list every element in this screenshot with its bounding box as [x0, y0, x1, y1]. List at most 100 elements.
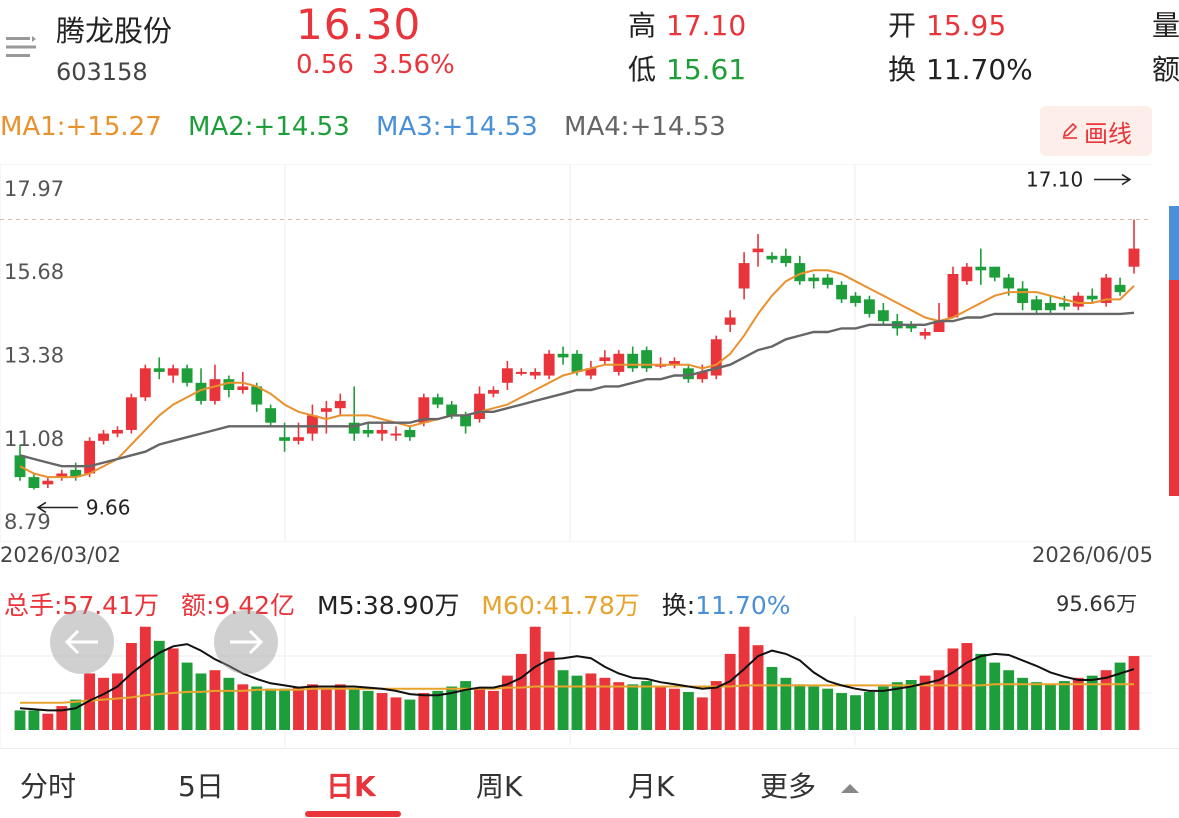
candle-body: [585, 368, 597, 376]
candle: [56, 469, 68, 481]
volume-bar: [181, 662, 193, 730]
candle: [752, 234, 764, 267]
volume-bar: [167, 648, 179, 730]
volume-bar: [571, 675, 583, 730]
volume-bar: [1058, 681, 1070, 730]
candle: [738, 252, 750, 300]
pencil-icon: [1062, 122, 1078, 139]
volume-bar: [460, 681, 472, 730]
candle: [125, 393, 137, 434]
volume-bar: [724, 653, 736, 730]
volume-bar: [822, 688, 834, 730]
volume-bar: [766, 666, 778, 730]
total-volume: 总手:57.41万: [4, 591, 159, 620]
volume-bar: [306, 684, 318, 730]
tab-daily-k[interactable]: 日K: [326, 770, 376, 803]
candle: [1072, 292, 1084, 311]
volume-chart[interactable]: [0, 616, 1179, 746]
vol-turnover-label: 换:: [661, 591, 696, 620]
turnover-label: 换: [888, 53, 917, 86]
candle-body: [710, 339, 722, 376]
tab-monthly-k[interactable]: 月K: [628, 770, 675, 803]
candle-body: [724, 317, 736, 325]
y-tick-label: 13.38: [4, 344, 64, 368]
stock-name: 腾龙股份: [56, 14, 173, 48]
candle-body: [293, 437, 304, 441]
candle: [1114, 277, 1126, 296]
candle-body: [390, 433, 402, 436]
volume-bar: [265, 688, 277, 730]
volume-bar: [710, 681, 722, 730]
candle: [863, 295, 875, 318]
candle: [627, 346, 639, 372]
candle-body: [515, 371, 527, 374]
tab-weekly-k[interactable]: 周K: [476, 770, 523, 803]
volume-bar: [877, 686, 889, 730]
candle-body: [501, 368, 513, 383]
candle-body: [682, 368, 694, 380]
candle-body: [98, 433, 109, 441]
volume-bar: [223, 677, 235, 730]
volume-bar: [1086, 675, 1098, 730]
volume-bar: [863, 691, 875, 730]
volume-bar: [919, 675, 931, 730]
kline-chart[interactable]: 17.97 15.68 13.38 11.08 8.79 17.10 9.66: [0, 164, 1179, 542]
candle: [348, 386, 360, 441]
candle-body: [989, 266, 1001, 278]
candle: [1017, 281, 1029, 311]
volume-bar: [501, 675, 513, 730]
volume-bar: [891, 682, 903, 730]
volume-bar: [515, 653, 527, 730]
ma1-legend: MA1:+15.27: [0, 112, 162, 142]
draw-line-button[interactable]: 画线: [1040, 106, 1152, 156]
candle-body: [28, 477, 40, 488]
volume-bar: [125, 643, 137, 730]
candle: [501, 361, 513, 391]
current-price: 16.30: [296, 0, 422, 49]
candle: [251, 382, 263, 412]
candle-body: [905, 324, 917, 329]
candle-body: [975, 266, 987, 271]
ma4-legend: MA4:+14.53: [564, 112, 726, 142]
candle: [404, 426, 416, 441]
menu-icon[interactable]: [4, 34, 38, 60]
candle: [376, 422, 388, 441]
volume-bar: [279, 688, 291, 730]
candle-body: [877, 310, 889, 322]
tab-more[interactable]: 更多: [760, 765, 861, 805]
m60-line: [20, 683, 1134, 704]
candle-body: [1128, 248, 1140, 267]
candle-body: [836, 284, 848, 300]
candle-body: [320, 408, 332, 412]
open-stat: 开 15.95: [888, 4, 1006, 44]
prev-period-button[interactable]: [50, 610, 114, 674]
active-tab-underline: [305, 811, 401, 817]
volume-bar: [975, 653, 987, 730]
tab-intraday[interactable]: 分时: [20, 770, 77, 803]
candle-body: [1017, 288, 1029, 303]
candle-body: [460, 415, 472, 427]
candle: [195, 368, 207, 405]
candle-body: [474, 393, 485, 420]
candle: [599, 350, 611, 365]
low-label: 低: [628, 53, 657, 86]
candle-body: [627, 353, 639, 369]
candle-body: [947, 273, 959, 318]
candle: [1086, 288, 1098, 303]
volume-bar: [56, 706, 68, 730]
candle: [1128, 219, 1140, 274]
candle: [112, 426, 123, 438]
candle: [167, 364, 179, 383]
candle: [334, 393, 346, 416]
candle-body: [1114, 284, 1126, 293]
candle-body: [1031, 299, 1042, 311]
arrow-left-icon: [64, 629, 98, 655]
ma-legend: MA1:+15.27 MA2:+14.53 MA3:+14.53 MA4:+14…: [0, 112, 744, 142]
candle: [1045, 295, 1056, 314]
volume-bar: [738, 626, 750, 730]
tab-more-label: 更多: [760, 770, 817, 803]
next-period-button[interactable]: [214, 610, 278, 674]
kline-markers: 17.10 9.66: [36, 168, 1132, 519]
candle-body: [418, 397, 430, 423]
tab-5day[interactable]: 5日: [178, 770, 224, 803]
